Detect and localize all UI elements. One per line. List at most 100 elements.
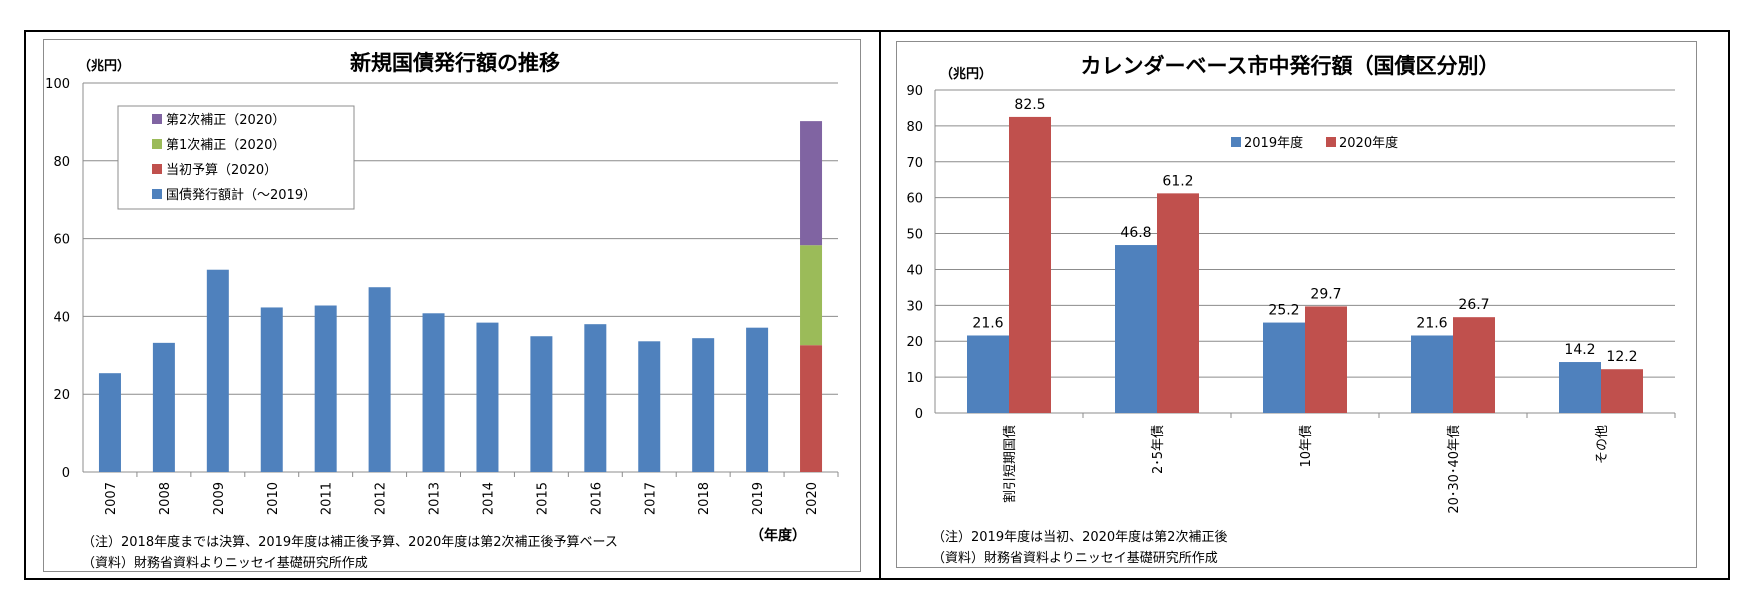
- chart1-legend-swatch: [152, 139, 162, 149]
- chart1-legend-swatch: [152, 114, 162, 124]
- chart2-bar: [1305, 306, 1347, 413]
- chart2-bar: [1157, 193, 1199, 413]
- figure-frame: [24, 30, 1730, 580]
- chart2-data-label: 25.2: [1268, 303, 1299, 319]
- chart1-y-tick-label: 0: [62, 466, 70, 481]
- chart2-bar: [1559, 362, 1601, 413]
- chart2-y-tick-label: 60: [906, 192, 923, 207]
- figure-divider: [879, 30, 881, 580]
- chart2-y-tick-label: 80: [906, 120, 923, 135]
- chart1-legend-swatch: [152, 189, 162, 199]
- chart2-title: カレンダーベース市中発行額（国債区分別）: [1081, 54, 1500, 78]
- chart2-y-tick-label: 20: [906, 335, 923, 350]
- chart1-bar: [260, 307, 283, 472]
- chart2-y-unit: （兆円）: [940, 66, 992, 82]
- chart2-data-label: 46.8: [1120, 225, 1151, 241]
- chart2-bar: [967, 335, 1009, 413]
- chart2-data-label: 29.7: [1310, 286, 1341, 302]
- chart1-x-tick-label: 2012: [374, 482, 389, 515]
- chart1-title: 新規国債発行額の推移: [350, 51, 560, 75]
- chart2-x-tick-label: 2･5年債: [1151, 425, 1166, 474]
- chart1-x-unit: （年度）: [750, 527, 806, 544]
- chart1-bar: [530, 336, 553, 472]
- chart1-x-tick-label: 2009: [212, 482, 227, 515]
- chart1-x-tick-label: 2011: [320, 482, 335, 515]
- chart1-x-tick-label: 2010: [266, 482, 281, 515]
- chart1-x-tick-label: 2020: [805, 482, 820, 515]
- chart2-bar: [1009, 116, 1051, 414]
- chart2-data-label: 12.2: [1606, 349, 1637, 365]
- chart2-bar: [1263, 322, 1305, 413]
- chart1-bar: [800, 121, 823, 246]
- chart2-data-label: 21.6: [1416, 315, 1447, 331]
- chart2-source: （資料）財務省資料よりニッセイ基礎研究所作成: [932, 551, 1218, 566]
- chart1-bar: [746, 327, 769, 472]
- chart1-x-tick-label: 2014: [481, 482, 496, 515]
- chart1-bar: [368, 287, 391, 472]
- chart1-x-tick-label: 2019: [751, 482, 766, 515]
- chart1-legend-label: 当初予算（2020）: [166, 163, 277, 178]
- chart1-bar: [422, 313, 445, 472]
- chart2-x-tick-label: 割引短期国債: [1002, 425, 1018, 503]
- calendar-issuance-panel: [896, 41, 1697, 568]
- chart2-y-tick-label: 40: [906, 263, 923, 278]
- chart2-bar: [1601, 369, 1643, 413]
- chart1-x-tick-label: 2017: [643, 482, 658, 515]
- chart2-note: （注）2019年度は当初、2020年度は第2次補正後: [932, 530, 1228, 545]
- chart1-bar: [800, 345, 823, 472]
- chart1-x-tick-label: 2015: [535, 482, 550, 515]
- chart1-y-tick-label: 40: [53, 310, 70, 325]
- issuance-trend-panel: [43, 39, 861, 572]
- chart1-note: （注）2018年度までは決算、2019年度は補正後予算、2020年度は第2次補正…: [82, 535, 618, 550]
- chart1-y-tick-label: 80: [53, 155, 70, 170]
- chart1-bar: [206, 269, 229, 472]
- chart1-x-tick-label: 2008: [158, 482, 173, 515]
- chart2-data-label: 61.2: [1162, 173, 1193, 189]
- chart2-y-tick-label: 30: [906, 299, 923, 314]
- chart2-data-label: 26.7: [1458, 297, 1489, 313]
- chart2-data-label: 14.2: [1564, 342, 1595, 358]
- chart2-data-label: 21.6: [972, 315, 1003, 331]
- chart2-legend-swatch: [1326, 137, 1336, 147]
- chart2-bar: [1453, 317, 1495, 413]
- chart2-data-label: 82.5: [1014, 97, 1045, 113]
- chart1-legend-label: 第1次補正（2020）: [166, 137, 285, 153]
- chart1-bar: [584, 324, 607, 472]
- chart1-bar: [638, 341, 661, 472]
- chart2-bar: [1115, 245, 1157, 413]
- chart1-legend: 第2次補正（2020） 第1次補正（2020） 当初予算（2020） 国債発行額計（～…: [117, 105, 355, 210]
- chart1-legend-label: 国債発行額計（～2019）: [166, 187, 316, 203]
- chart1-bar: [800, 245, 823, 346]
- chart1-y-tick-label: 60: [53, 233, 70, 248]
- chart2-legend-swatch: [1231, 137, 1241, 147]
- chart1-y-tick-label: 20: [53, 388, 70, 403]
- chart2-y-tick-label: 10: [906, 371, 923, 386]
- chart2-legend-label: 2019年度: [1244, 135, 1303, 151]
- chart2-x-tick-label: その他: [1595, 425, 1610, 464]
- chart2-y-tick-label: 50: [906, 228, 923, 243]
- chart2-x-tick-label: 20･30･40年債: [1447, 425, 1462, 514]
- chart1-x-tick-label: 2016: [589, 482, 604, 515]
- chart1-bar: [692, 338, 715, 472]
- chart1-legend-label: 第2次補正（2020）: [166, 112, 285, 128]
- chart1-bar: [476, 322, 499, 472]
- chart1-bar: [98, 373, 121, 472]
- chart2-legend-label: 2020年度: [1339, 135, 1398, 151]
- chart1-x-tick-label: 2007: [104, 482, 119, 515]
- chart2-y-tick-label: 90: [906, 84, 923, 99]
- chart1-bar: [314, 305, 337, 472]
- chart2-x-tick-label: 10年債: [1299, 425, 1314, 468]
- chart1-x-tick-label: 2018: [697, 482, 712, 515]
- chart2-bar: [1411, 335, 1453, 413]
- chart1-source: （資料）財務省資料よりニッセイ基礎研究所作成: [82, 556, 368, 571]
- chart1-y-unit: （兆円）: [78, 58, 130, 74]
- chart1-legend-swatch: [152, 164, 162, 174]
- chart2-y-tick-label: 0: [915, 407, 923, 422]
- chart1-y-tick-label: 100: [45, 77, 70, 92]
- chart2-legend: 2019年度 2020年度: [1231, 135, 1398, 151]
- chart2-y-tick-label: 70: [906, 156, 923, 171]
- chart1-x-tick-label: 2013: [428, 482, 443, 515]
- chart1-bar: [152, 342, 175, 472]
